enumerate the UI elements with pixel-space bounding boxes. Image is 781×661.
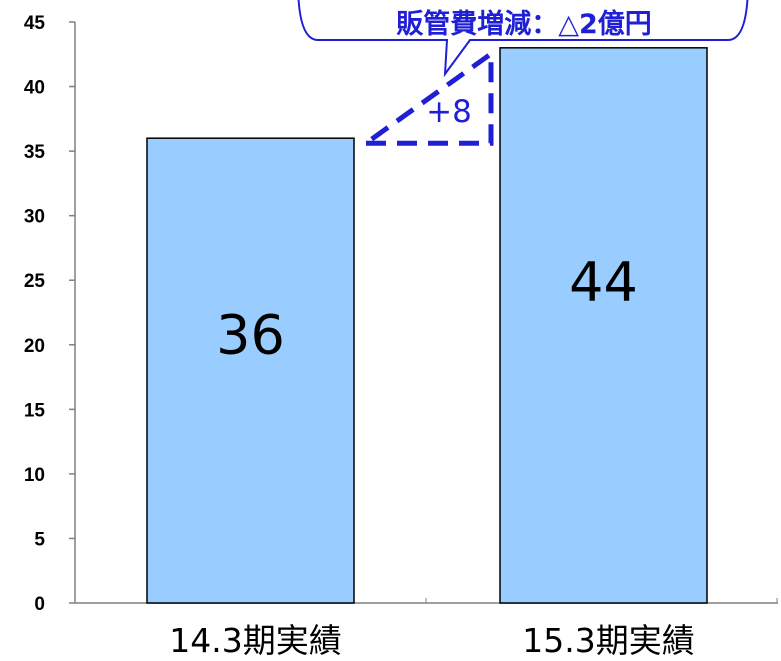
bar-14-3	[146, 137, 355, 604]
callout-bubble	[297, 0, 749, 78]
callout-text: 販管費増減：△2億円	[396, 8, 652, 40]
bar-value-label-14-3: 36	[216, 303, 285, 366]
y-tick-label: 40	[24, 78, 45, 99]
y-tick-label: 0	[34, 594, 45, 615]
y-tick-label: 30	[24, 207, 45, 228]
category-label-15-3: 15.3期実績	[522, 621, 694, 660]
y-axis-ticks: 0 5 10 15 20 25 30 35 40 45	[24, 13, 75, 615]
y-tick-label: 35	[24, 142, 46, 163]
y-tick-label: 5	[34, 529, 45, 550]
bar-value-label-15-3: 44	[569, 251, 638, 314]
y-tick-label: 25	[24, 271, 46, 292]
y-tick-label: 10	[24, 465, 45, 486]
difference-triangle	[358, 48, 494, 146]
difference-label: +8	[426, 94, 472, 130]
bar-15-3	[499, 47, 708, 604]
y-tick-label: 15	[24, 400, 46, 421]
y-tick-label: 45	[24, 13, 46, 34]
y-tick-label: 20	[24, 336, 45, 357]
category-label-14-3: 14.3期実績	[169, 621, 341, 660]
